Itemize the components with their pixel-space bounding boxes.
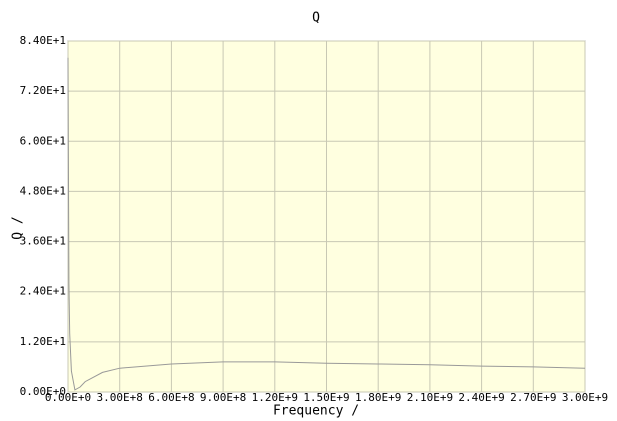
x-tick-label: 1.50E+9	[303, 391, 349, 404]
x-tick-label: 9.00E+8	[200, 391, 246, 404]
y-tick-label: 7.20E+1	[20, 84, 66, 97]
y-tick-label: 6.00E+1	[20, 134, 66, 147]
x-tick-label: 3.00E+8	[97, 391, 143, 404]
y-tick-label: 0.00E+0	[20, 385, 66, 398]
x-tick-label: 6.00E+8	[148, 391, 194, 404]
x-tick-label: 2.70E+9	[510, 391, 556, 404]
y-tick-label: 2.40E+1	[20, 285, 66, 298]
x-tick-label: 0.00E+0	[45, 391, 91, 404]
y-tick-label: 1.20E+1	[20, 335, 66, 348]
y-axis-label: Q /	[11, 216, 26, 239]
chart-title: Q	[312, 11, 320, 26]
y-tick-label: 4.80E+1	[20, 184, 66, 197]
x-tick-label: 3.00E+9	[562, 391, 608, 404]
x-tick-label: 2.40E+9	[458, 391, 504, 404]
x-axis-label: Frequency /	[273, 404, 359, 419]
x-tick-label: 1.20E+9	[252, 391, 298, 404]
x-tick-label: 1.80E+9	[355, 391, 401, 404]
x-tick-label: 2.10E+9	[407, 391, 453, 404]
y-tick-label: 3.60E+1	[20, 235, 66, 248]
y-tick-label: 8.40E+1	[20, 34, 66, 47]
data-line	[67, 57, 586, 391]
